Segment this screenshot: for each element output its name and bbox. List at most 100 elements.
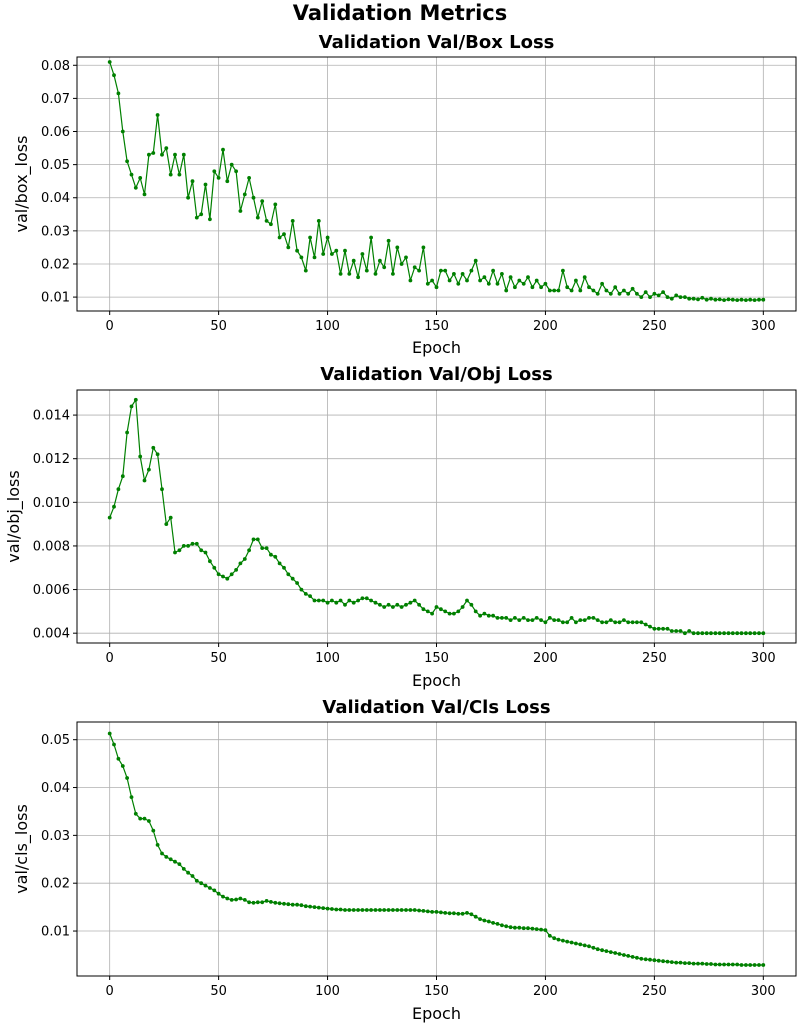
y-tick-label: 0.04 xyxy=(41,191,70,206)
data-point xyxy=(752,631,757,636)
data-point xyxy=(282,565,286,570)
data-point xyxy=(491,613,495,618)
data-point xyxy=(713,297,718,302)
data-point xyxy=(382,605,387,609)
data-point xyxy=(364,268,369,273)
data-point xyxy=(730,631,735,636)
data-point xyxy=(168,857,173,862)
data-point xyxy=(648,957,652,962)
data-point xyxy=(351,258,356,263)
data-point xyxy=(386,238,391,243)
x-tick-label: 200 xyxy=(533,319,558,334)
data-point xyxy=(273,554,278,559)
data-point xyxy=(691,961,696,966)
data-point xyxy=(138,816,143,821)
data-point xyxy=(691,296,696,301)
data-point xyxy=(465,278,469,283)
x-tick-label: 50 xyxy=(210,319,227,334)
data-point xyxy=(582,943,587,948)
data-point xyxy=(334,600,339,605)
data-point xyxy=(691,631,696,636)
data-point xyxy=(591,288,596,293)
data-point xyxy=(700,631,705,636)
data-point xyxy=(639,956,644,961)
data-point xyxy=(203,182,208,187)
data-point xyxy=(312,598,317,603)
data-point xyxy=(565,939,570,944)
data-point xyxy=(683,961,687,965)
data-point xyxy=(491,921,495,925)
data-point xyxy=(260,546,265,550)
data-point xyxy=(421,909,426,913)
data-point xyxy=(678,629,683,633)
data-point xyxy=(543,620,548,625)
data-point xyxy=(164,855,169,859)
data-point xyxy=(665,295,670,299)
data-point xyxy=(107,515,112,520)
data-point xyxy=(404,255,408,260)
data-point xyxy=(587,285,591,290)
data-point xyxy=(255,215,260,220)
x-axis-label: Epoch xyxy=(412,338,461,357)
data-point xyxy=(552,936,557,941)
data-point xyxy=(452,911,456,916)
data-point xyxy=(282,232,286,237)
x-tick-label: 200 xyxy=(533,984,558,999)
chart-title: Validation Val/Obj Loss xyxy=(320,364,552,385)
data-point xyxy=(308,594,312,598)
data-point xyxy=(373,272,378,276)
data-point xyxy=(430,278,434,283)
data-point xyxy=(709,631,713,636)
data-point xyxy=(739,631,744,636)
data-point xyxy=(155,113,160,117)
data-point xyxy=(181,152,186,157)
data-point xyxy=(316,598,321,603)
data-point xyxy=(539,618,543,622)
data-point xyxy=(452,272,456,276)
data-point xyxy=(656,626,661,631)
data-point xyxy=(343,602,347,607)
data-point xyxy=(674,293,679,298)
data-point xyxy=(290,576,295,581)
data-point xyxy=(521,281,526,286)
data-point xyxy=(661,626,665,631)
data-point xyxy=(486,281,491,286)
data-point xyxy=(269,552,273,557)
data-point xyxy=(500,272,504,276)
data-point xyxy=(508,618,513,622)
data-point xyxy=(343,908,347,912)
data-point xyxy=(399,908,404,912)
data-point xyxy=(521,926,526,931)
data-point xyxy=(321,906,326,910)
data-point xyxy=(151,151,156,155)
data-point xyxy=(421,607,426,612)
data-point xyxy=(430,611,434,616)
data-point xyxy=(439,607,443,612)
data-point xyxy=(221,574,225,579)
data-point xyxy=(630,620,635,625)
data-point xyxy=(460,272,465,276)
data-point xyxy=(391,908,395,912)
data-point xyxy=(412,598,417,603)
data-point xyxy=(330,907,334,911)
data-point xyxy=(408,600,413,605)
data-point xyxy=(290,902,295,907)
data-point xyxy=(726,962,731,967)
data-point xyxy=(260,199,265,204)
data-point xyxy=(617,291,622,296)
data-point xyxy=(713,962,718,967)
x-tick-label: 200 xyxy=(533,651,558,666)
data-point xyxy=(748,297,753,302)
data-point xyxy=(395,602,400,607)
data-point xyxy=(386,602,391,607)
data-point xyxy=(147,819,151,823)
data-point xyxy=(147,152,151,157)
data-point xyxy=(704,631,709,636)
data-point xyxy=(251,537,256,542)
data-point xyxy=(744,298,748,302)
data-point xyxy=(299,587,304,592)
data-point xyxy=(504,616,509,620)
data-point xyxy=(360,596,365,601)
data-point xyxy=(678,295,683,299)
